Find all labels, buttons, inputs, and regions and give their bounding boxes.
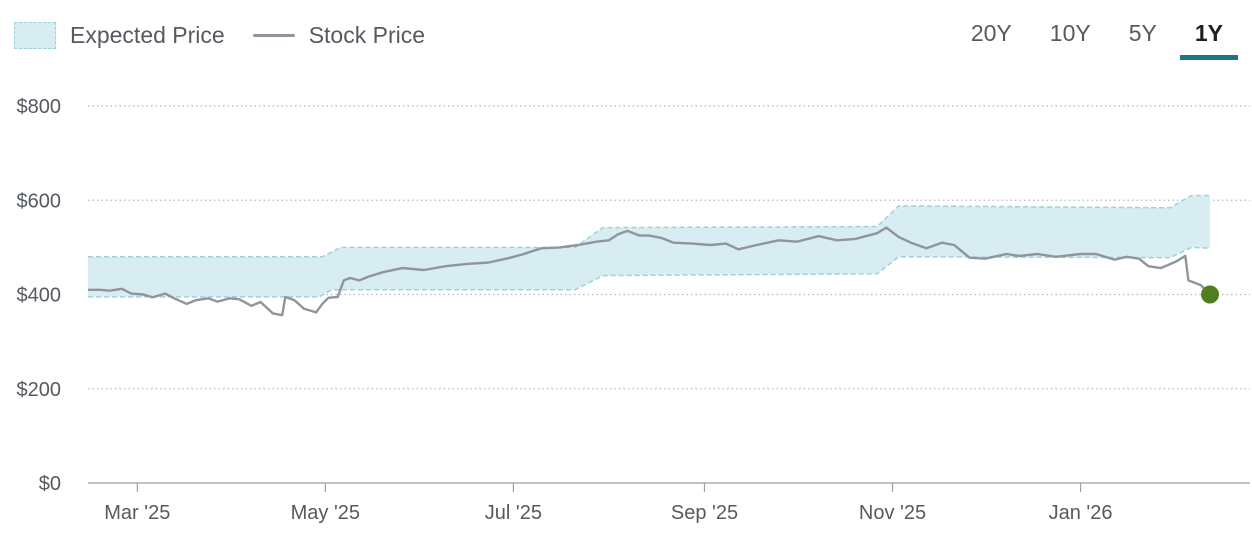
range-tab-20y[interactable]: 20Y	[970, 20, 1012, 46]
x-tick-label-4: Nov '25	[859, 502, 926, 524]
range-tab-5y[interactable]: 5Y	[1128, 20, 1157, 46]
time-range-selector: 20Y 10Y 5Y 1Y	[948, 18, 1238, 60]
legend-item-expected-price[interactable]: Expected Price	[14, 21, 225, 49]
legend-label-expected-price: Expected Price	[70, 21, 225, 48]
range-tab-1y[interactable]: 1Y	[1179, 18, 1238, 60]
x-tick-label-1: May '25	[291, 502, 360, 524]
x-tick-label-5: Jan '26	[1049, 502, 1113, 524]
y-tick-label-0: $0	[39, 473, 61, 495]
expected-price-swatch	[14, 21, 56, 49]
chart-legend: Expected Price Stock Price	[14, 18, 453, 52]
y-tick-label-4: $800	[17, 96, 62, 118]
x-tick-label-3: Sep '25	[671, 502, 738, 524]
expected-price-lower-edge	[88, 246, 1211, 298]
stock-price-line	[88, 226, 1211, 317]
legend-item-stock-price[interactable]: Stock Price	[252, 21, 426, 49]
expected-price-band	[88, 195, 1210, 297]
range-tab-10y[interactable]: 10Y	[1049, 20, 1091, 46]
current-price-marker	[1201, 285, 1219, 304]
x-tick-label-0: Mar '25	[104, 502, 170, 524]
expected-price-upper-edge	[88, 194, 1210, 258]
y-tick-label-2: $400	[17, 285, 62, 307]
x-tick-label-2: Jul '25	[485, 502, 542, 524]
legend-label-stock-price: Stock Price	[308, 21, 426, 48]
y-tick-label-3: $600	[17, 190, 62, 212]
stock-price-swatch	[252, 33, 295, 37]
y-tick-label-1: $200	[17, 379, 62, 401]
